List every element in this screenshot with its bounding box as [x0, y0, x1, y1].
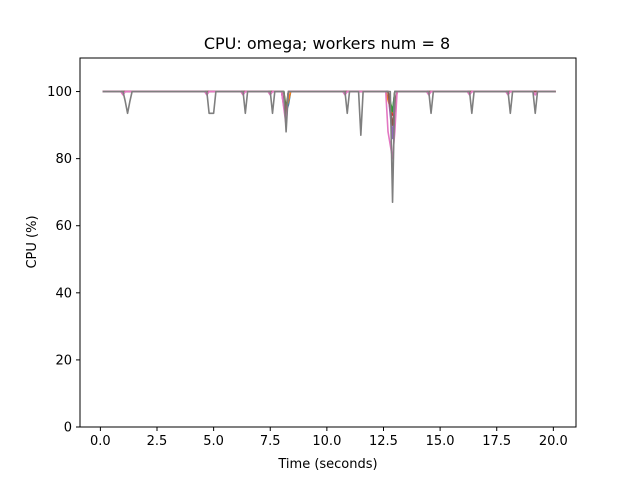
x-tick-label: 0.0 — [90, 434, 111, 449]
chart-title: CPU: omega; workers num = 8 — [204, 34, 450, 53]
plot-background — [80, 58, 576, 427]
x-tick-label: 17.5 — [482, 434, 511, 449]
x-tick-label: 7.5 — [260, 434, 281, 449]
y-tick-label: 100 — [47, 85, 72, 100]
y-tick-label: 0 — [64, 421, 72, 436]
y-axis: 0 20 40 60 80 100 — [47, 85, 80, 436]
x-axis-title: Time (seconds) — [277, 457, 377, 472]
x-axis: 0.0 2.5 5.0 7.5 10.0 12.5 15.0 17.5 20.0 — [90, 427, 568, 449]
series-line-8 — [102, 90, 556, 204]
series-layer — [102, 90, 556, 204]
x-tick-label: 15.0 — [426, 434, 455, 449]
y-tick-label: 60 — [55, 219, 72, 234]
y-tick-label: 20 — [55, 353, 72, 368]
x-tick-label: 12.5 — [369, 434, 398, 449]
x-tick-label: 20.0 — [539, 434, 568, 449]
y-tick-label: 80 — [55, 152, 72, 167]
x-tick-label: 5.0 — [203, 434, 224, 449]
y-axis-title: CPU (%) — [25, 215, 40, 268]
plot-area — [79, 57, 577, 428]
x-tick-label: 2.5 — [147, 434, 168, 449]
x-tick-label: 10.0 — [312, 434, 341, 449]
plot-frame — [79, 57, 577, 428]
y-tick-label: 40 — [55, 286, 72, 301]
